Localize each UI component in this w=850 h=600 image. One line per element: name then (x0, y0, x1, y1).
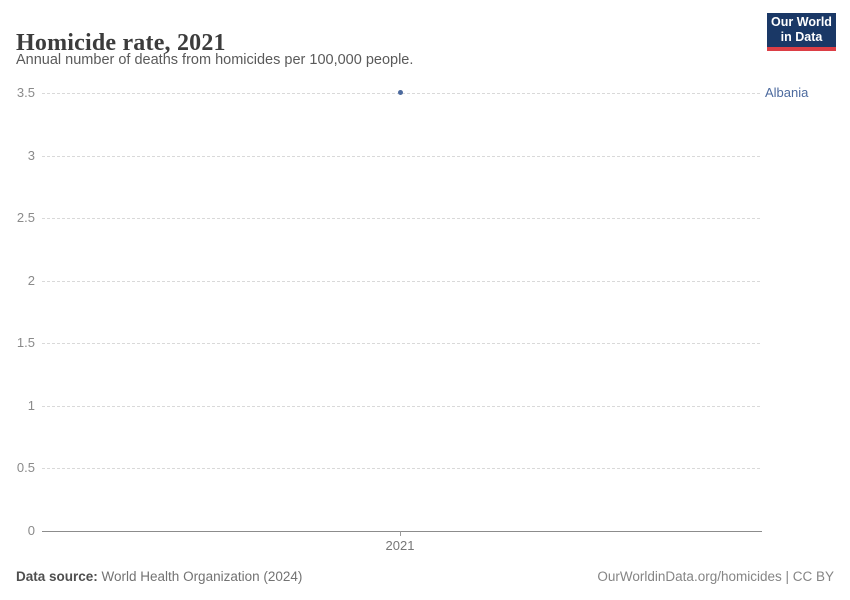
chart-subtitle: Annual number of deaths from homicides p… (16, 52, 414, 68)
y-tick-1-5: 1.5 (16, 335, 35, 350)
owid-logo-line1: Our World (771, 15, 832, 29)
gridline-2-5 (42, 218, 760, 219)
attribution-note: OurWorldinData.org/homicides | CC BY (597, 569, 834, 584)
y-tick-3: 3 (27, 148, 35, 163)
y-tick-1: 1 (27, 398, 35, 413)
y-tick-2-5: 2.5 (16, 210, 35, 225)
gridline-2 (42, 281, 760, 282)
data-source-note: Data source: World Health Organization (… (16, 569, 302, 584)
data-source-label: Data source: (16, 569, 98, 584)
data-point-albania[interactable] (398, 90, 403, 95)
y-tick-0-5: 0.5 (16, 460, 35, 475)
page-title: Homicide rate, 2021 (16, 30, 226, 57)
gridline-3 (42, 156, 760, 157)
y-tick-3-5: 3.5 (16, 85, 35, 100)
owid-logo-line2: in Data (780, 30, 823, 44)
x-tick-label-2021: 2021 (385, 538, 415, 553)
x-axis-line (42, 531, 762, 532)
owid-logo: Our World in Data (767, 13, 836, 51)
entity-label-albania[interactable]: Albania (765, 85, 809, 100)
y-tick-2: 2 (27, 273, 35, 288)
y-tick-0: 0 (27, 523, 35, 538)
gridline-0-5 (42, 468, 760, 469)
x-tick-mark-2021 (400, 531, 401, 536)
gridline-1 (42, 406, 760, 407)
data-source-value: World Health Organization (2024) (97, 569, 303, 584)
gridline-1-5 (42, 343, 760, 344)
